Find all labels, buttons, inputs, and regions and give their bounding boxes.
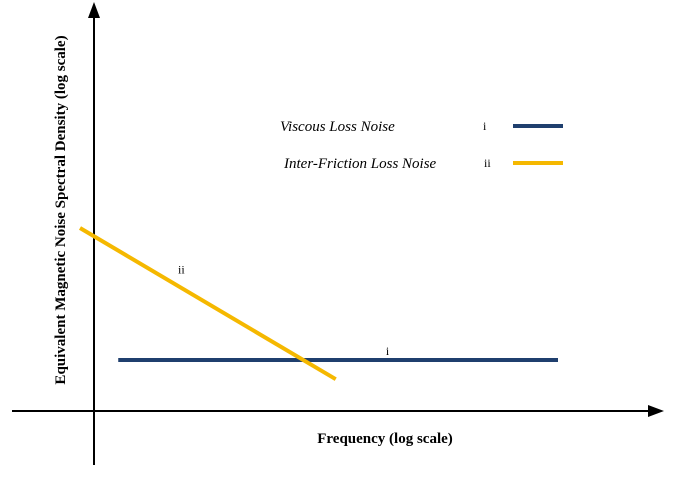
x-axis-arrow bbox=[648, 405, 664, 417]
y-axis-label: Equivalent Magnetic Noise Spectral Densi… bbox=[53, 35, 69, 384]
line-label-inter-friction: ii bbox=[178, 263, 185, 277]
legend-label-viscous: Viscous Loss Noise bbox=[280, 119, 395, 135]
y-axis-arrow bbox=[88, 2, 100, 18]
series-line-inter-friction bbox=[78, 226, 337, 381]
legend-marker-inter-friction: ii bbox=[484, 156, 491, 170]
legend-item-inter-friction: Inter-Friction Loss Noise ii bbox=[283, 156, 563, 172]
line-label-viscous: i bbox=[386, 344, 390, 358]
legend-label-inter-friction: Inter-Friction Loss Noise bbox=[283, 156, 437, 172]
series-group bbox=[78, 226, 558, 381]
legend: Viscous Loss Noise i Inter-Friction Loss… bbox=[280, 119, 563, 172]
axes bbox=[12, 2, 664, 465]
legend-item-viscous: Viscous Loss Noise i bbox=[280, 119, 563, 135]
legend-marker-viscous: i bbox=[483, 119, 487, 133]
line-label-group: iii bbox=[178, 263, 390, 359]
x-axis-label: Frequency (log scale) bbox=[317, 431, 453, 447]
